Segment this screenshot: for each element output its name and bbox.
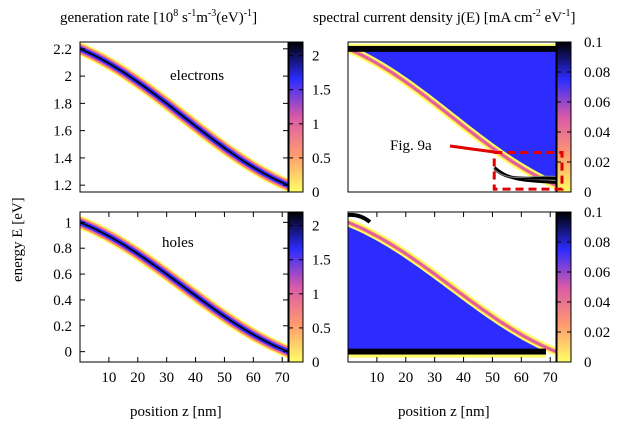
colorbar-tick-label: 0.04 xyxy=(584,125,611,141)
colorbar-tick-label: 0 xyxy=(312,355,320,371)
colorbar-tick-label: 0.5 xyxy=(312,321,331,337)
x-tick-label: 40 xyxy=(456,370,471,386)
generation-band xyxy=(80,42,288,192)
colorbar-tick-label: 0.06 xyxy=(584,95,611,111)
x-tick-label: 10 xyxy=(101,370,116,386)
y-tick-label: 1.8 xyxy=(53,96,72,112)
y-tick-label: 1 xyxy=(65,215,73,231)
panel-holes-generation: 0 0.2 0.4 0.6 0.8 1 10 20 30 40 50 60 70 0 0.5 1 1.5 2 xyxy=(53,211,331,386)
y-tick-label: 1.2 xyxy=(53,178,72,194)
panel-electrons-current: 0 0.02 0.04 0.06 0.08 0.1 xyxy=(347,35,611,201)
left-title: generation rate [108 s-1m-3(eV)-1] xyxy=(60,8,257,26)
x-tick-label: 30 xyxy=(159,370,174,386)
colorbar-tick-label: 1.5 xyxy=(312,253,331,269)
colorbar-tick-label: 0.1 xyxy=(584,205,603,221)
region-edge xyxy=(348,221,556,353)
colorbar xyxy=(556,211,572,363)
colorbar-tick-label: 0.02 xyxy=(584,155,610,171)
current-density-map xyxy=(348,43,556,189)
x-tick-label: 10 xyxy=(369,370,384,386)
x-tick-label: 60 xyxy=(514,370,529,386)
x-axis-label-right: position z [nm] xyxy=(398,404,490,420)
colorbar-tick-label: 0.02 xyxy=(584,325,610,341)
y-tick-label: 0 xyxy=(65,345,73,361)
panel-electrons-generation: 1.2 1.4 1.6 1.8 2 2.2 0 0.5 1 1.5 2 xyxy=(53,41,331,201)
zoom-box xyxy=(492,150,564,191)
electrons-annotation: electrons xyxy=(170,68,224,84)
y-tick-label: 2 xyxy=(65,69,73,85)
holes-annotation: holes xyxy=(162,235,194,251)
x-tick-label: 40 xyxy=(188,370,203,386)
x-tick-label: 70 xyxy=(275,370,290,386)
colorbar-tick-label: 0 xyxy=(584,185,592,201)
current-bundle xyxy=(493,167,556,180)
plot-frame xyxy=(79,41,289,193)
colorbar-tick-label: 0.08 xyxy=(584,235,610,251)
y-tick-label: 0.6 xyxy=(53,267,72,283)
fig-reference-annotation: Fig. 9a xyxy=(390,138,432,154)
contact-line xyxy=(348,348,546,355)
contact-line xyxy=(348,45,556,52)
colorbar-tick-label: 1 xyxy=(312,287,320,303)
plot-frame xyxy=(347,211,557,363)
colorbar-tick-label: 0 xyxy=(312,185,320,201)
y-axis-label: energy E [eV] xyxy=(10,197,26,282)
x-axis-label-left: position z [nm] xyxy=(130,404,222,420)
y-tick-label: 1.4 xyxy=(53,151,72,167)
colorbar xyxy=(556,41,572,193)
colorbar-tick-label: 0.04 xyxy=(584,295,611,311)
plot-frame xyxy=(347,41,557,193)
x-tick-label: 60 xyxy=(246,370,261,386)
colorbar-tick-label: 0.06 xyxy=(584,265,611,281)
y-tick-label: 2.2 xyxy=(53,42,72,58)
x-tick-label: 20 xyxy=(130,370,145,386)
contact-line-glow xyxy=(348,354,546,358)
colorbar-tick-label: 1 xyxy=(312,117,320,133)
colorbar-tick-label: 2 xyxy=(312,219,320,235)
corner-peak xyxy=(348,212,372,224)
plot-frame xyxy=(79,211,289,363)
colorbar-tick-label: 0 xyxy=(584,355,592,371)
band-center xyxy=(80,48,288,186)
generation-band xyxy=(80,215,288,359)
panel-holes-current: 10 20 30 40 50 60 70 0 0.02 0.04 0.06 0.08 0.1 xyxy=(347,205,611,386)
right-title: spectral current density j(E) [mA cm-2 e… xyxy=(313,8,575,26)
x-tick-label: 20 xyxy=(398,370,413,386)
y-tick-label: 1.6 xyxy=(53,124,72,140)
zoom-pointer xyxy=(449,144,495,154)
colorbar-tick-label: 1.5 xyxy=(312,83,331,99)
x-tick-label: 50 xyxy=(485,370,500,386)
current-density-map xyxy=(348,212,556,358)
colorbar-tick-label: 2 xyxy=(312,49,320,65)
x-tick-label: 70 xyxy=(543,370,558,386)
y-tick-label: 0.8 xyxy=(53,241,72,257)
band-center xyxy=(80,221,288,353)
colorbar xyxy=(288,41,304,193)
x-tick-label: 30 xyxy=(427,370,442,386)
colorbar-tick-label: 0.1 xyxy=(584,35,603,51)
colorbar xyxy=(288,211,304,363)
contact-line-glow xyxy=(348,43,556,46)
y-tick-label: 0.4 xyxy=(53,293,72,309)
x-tick-label: 50 xyxy=(217,370,232,386)
y-tick-label: 0.2 xyxy=(53,319,72,335)
colorbar-tick-label: 0.08 xyxy=(584,65,610,81)
current-bundle xyxy=(494,169,556,178)
region-edge xyxy=(348,47,556,187)
colorbar-tick-label: 0.5 xyxy=(312,151,331,167)
